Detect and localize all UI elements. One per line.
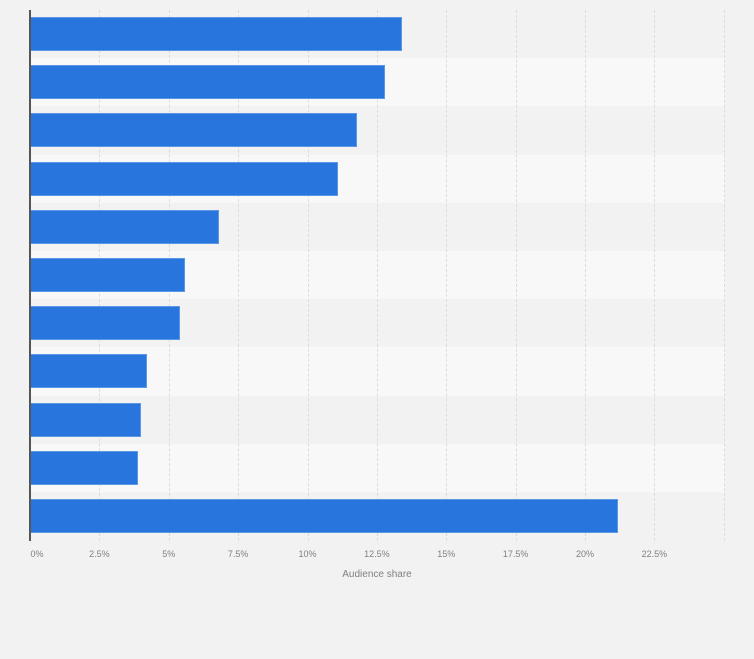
bar[interactable] — [30, 17, 402, 51]
bar[interactable] — [30, 258, 186, 292]
plot-area — [30, 10, 725, 541]
bar[interactable] — [30, 402, 141, 437]
bar[interactable] — [30, 113, 358, 148]
x-tick-label: 5% — [162, 549, 176, 559]
x-tick-label: 10% — [298, 549, 317, 559]
x-tick-label: 20% — [575, 549, 595, 559]
gridline — [585, 10, 586, 541]
bar[interactable] — [30, 209, 219, 244]
bar[interactable] — [30, 499, 619, 533]
x-tick-label: 2.5% — [89, 549, 110, 559]
gridline — [515, 10, 517, 541]
bar[interactable] — [30, 65, 386, 100]
gridline — [446, 10, 448, 541]
bar[interactable] — [30, 306, 180, 341]
x-tick-label: 0% — [30, 549, 44, 559]
x-tick-label: 12.5% — [364, 549, 390, 559]
x-axis-title: Audience share — [342, 569, 412, 580]
gridline — [654, 10, 656, 541]
bar[interactable] — [30, 354, 147, 389]
x-tick-label: 7.5% — [227, 549, 249, 559]
gridline — [307, 10, 309, 541]
gridline — [238, 10, 240, 541]
x-tick-label: 17.5% — [502, 549, 529, 559]
bar[interactable] — [30, 450, 139, 485]
gridline — [376, 10, 378, 541]
x-tick-label: 15% — [437, 549, 456, 559]
y-axis-line — [29, 10, 31, 541]
x-tick-label: 22.5% — [641, 549, 668, 559]
bar[interactable] — [30, 161, 339, 196]
gridline — [723, 10, 725, 541]
